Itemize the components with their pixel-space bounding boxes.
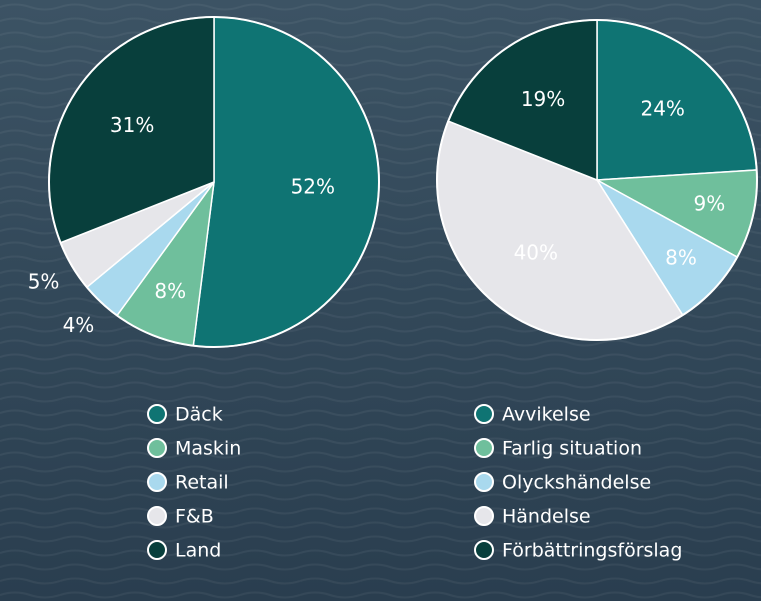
value-label: 5% xyxy=(28,269,60,293)
legend-swatch xyxy=(475,405,493,423)
legend-swatch xyxy=(148,473,166,491)
legend-swatch xyxy=(475,439,493,457)
legend-swatch xyxy=(148,405,166,423)
value-label: 8% xyxy=(154,279,186,303)
value-label: 31% xyxy=(110,113,154,137)
legend-label: Land xyxy=(175,540,221,562)
legend-swatch xyxy=(148,541,166,559)
legend-swatch xyxy=(148,507,166,525)
charts: 52% 8% 4%5% 31% Däck Maskin Retail F&B Land 24% 9%… xyxy=(0,0,761,601)
value-label: 9% xyxy=(694,192,726,216)
value-label: 19% xyxy=(521,87,565,111)
legend-swatch xyxy=(475,507,493,525)
legend-label: Retail xyxy=(175,472,229,494)
legend-label: Däck xyxy=(175,404,223,426)
legend-swatch xyxy=(148,439,166,457)
value-label: 4% xyxy=(63,313,95,337)
value-label: 40% xyxy=(514,240,558,264)
legend-label: Olyckshändelse xyxy=(502,472,651,494)
value-label: 52% xyxy=(291,175,335,199)
value-label: 24% xyxy=(640,97,684,121)
legend-label: F&B xyxy=(175,506,214,528)
legend-label: Händelse xyxy=(502,506,591,528)
page: 52% 8% 4%5% 31% Däck Maskin Retail F&B Land 24% 9%… xyxy=(0,0,761,601)
legend-swatch xyxy=(475,473,493,491)
value-label: 8% xyxy=(665,245,697,269)
legend-label: Maskin xyxy=(175,438,241,460)
legend-swatch xyxy=(475,541,493,559)
legend-label: Avvikelse xyxy=(502,404,591,426)
legend-label: Farlig situation xyxy=(502,438,642,460)
legend-label: Förbättringsförslag xyxy=(502,540,682,562)
